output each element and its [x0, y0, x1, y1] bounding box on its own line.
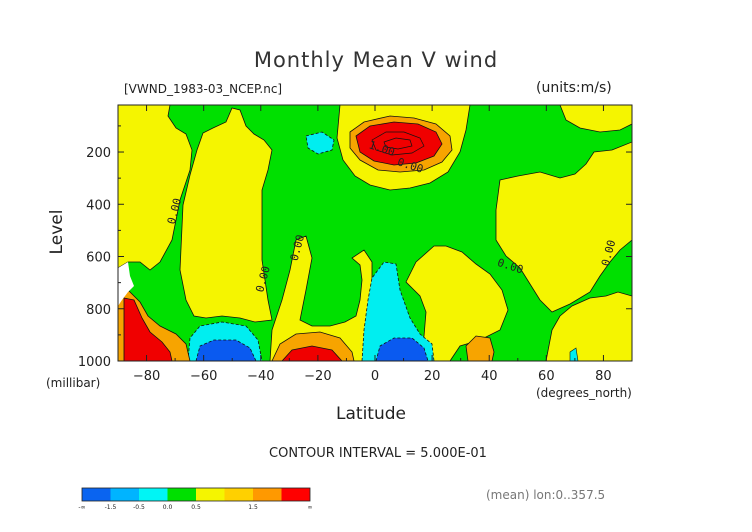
region-strong-negative-south: [195, 339, 257, 361]
colorbar-tick-label: 1.5: [248, 504, 258, 511]
colorbar-swatch: [224, 488, 253, 501]
region-red-jet-core: [355, 121, 443, 166]
x-tick-label: 20: [424, 369, 441, 384]
y-tick-label: 200: [86, 146, 111, 161]
colorbar-tick-label: -0.5: [133, 504, 145, 511]
colorbar-swatch: [196, 488, 225, 501]
mean-lon-label: (mean) lon:0..357.5: [486, 488, 606, 502]
region-positive-north-upper: [495, 141, 632, 313]
region-orange-tropics-north: [465, 335, 495, 361]
x-axis-unit: (degrees_north): [536, 386, 632, 400]
colorbar-tick-label: -1.5: [105, 504, 117, 511]
region-positive-south-mid: [179, 107, 273, 323]
file-label: [VWND_1983-03_NCEP.nc]: [124, 82, 283, 96]
x-tick-label: −20: [304, 369, 331, 384]
region-red-polar-south: [123, 297, 173, 361]
x-tick-label: 60: [538, 369, 555, 384]
region-positive-polar-south: [118, 105, 193, 271]
colorbar-swatch: [139, 488, 168, 501]
y-tick-label: 400: [86, 198, 111, 213]
units-label: (units:m/s): [536, 80, 612, 96]
colorbar-swatch: [82, 488, 111, 501]
region-red-subtropics-south: [281, 345, 343, 361]
y-axis: 200 400 600 800 1000: [78, 125, 632, 370]
colorbar-swatch: [167, 488, 196, 501]
y-axis-unit: (millibar): [46, 376, 101, 390]
x-tick-label: 40: [481, 369, 498, 384]
region-positive-polar-north: [559, 105, 632, 133]
x-tick-label: 0: [371, 369, 379, 384]
colorbar-frame: [81, 487, 311, 502]
contour-jet-inner-2: [383, 137, 413, 150]
contour-jet-inner-1: [371, 131, 425, 156]
colorbar-tick-label: 0.5: [191, 504, 201, 511]
colorbar-tick-label: ∞: [308, 504, 313, 511]
plot-area: [118, 105, 632, 361]
y-tick-label: 600: [86, 251, 111, 266]
x-axis: −80 −60 −40 −20 0 20 40 60 80: [117, 105, 633, 384]
y-tick-label: 800: [86, 303, 111, 318]
x-tick-label: −40: [247, 369, 274, 384]
region-negative-upper-small: [305, 131, 335, 155]
x-tick-label: −60: [190, 369, 217, 384]
colorbar-swatch: [281, 488, 310, 501]
region-positive-north-lower: [545, 291, 632, 361]
region-negative-tropics: [361, 261, 435, 361]
region-strong-negative-tropics: [375, 337, 429, 361]
colorbar-swatch: [253, 488, 282, 501]
contour-interval-label: CONTOUR INTERVAL = 5.000E-01: [269, 446, 487, 461]
x-tick-label: −80: [133, 369, 160, 384]
x-axis-label: Latitude: [336, 404, 406, 424]
colorbar: -∞ -1.5 -0.5 0.0 0.5 1.5 ∞: [78, 487, 313, 511]
colorbar-tick-label: -∞: [78, 504, 85, 511]
x-tick-label: 80: [595, 369, 612, 384]
region-negative-north-speck: [569, 347, 579, 361]
colorbar-swatch: [110, 488, 139, 501]
region-positive-tropics-north: [405, 245, 509, 361]
y-tick-label: 1000: [78, 355, 111, 370]
colorbar-tick-label: 0.0: [163, 504, 173, 511]
missing-data-region: [118, 262, 134, 306]
chart-title: Monthly Mean V wind: [253, 48, 499, 72]
